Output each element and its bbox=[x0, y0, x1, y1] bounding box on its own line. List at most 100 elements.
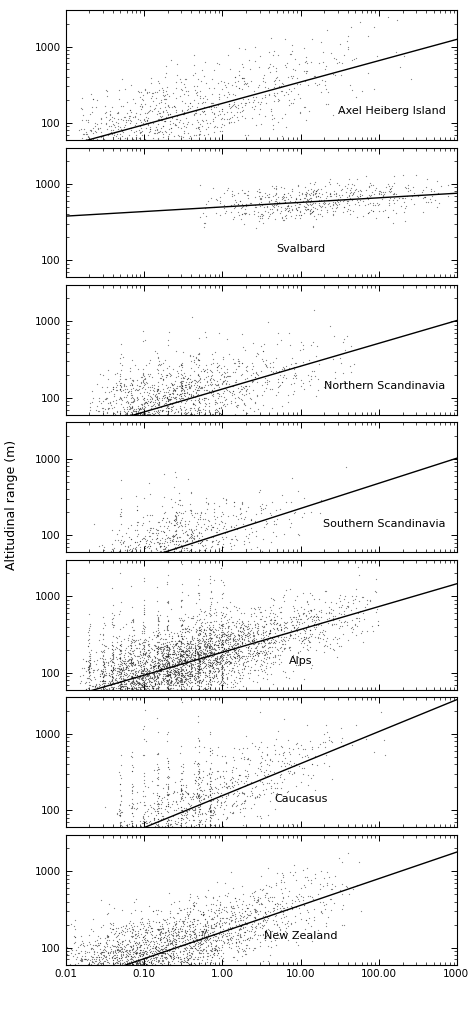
Point bbox=[91, 932, 99, 948]
Point bbox=[117, 770, 125, 786]
Point bbox=[137, 666, 144, 682]
Point bbox=[136, 941, 144, 957]
Point bbox=[186, 649, 194, 666]
Point bbox=[201, 390, 209, 406]
Point bbox=[261, 634, 268, 650]
Point bbox=[217, 654, 224, 671]
Point bbox=[276, 903, 284, 919]
Point bbox=[195, 814, 203, 830]
Point bbox=[157, 523, 165, 539]
Point bbox=[220, 185, 227, 201]
Point bbox=[299, 193, 306, 209]
Point bbox=[189, 648, 196, 665]
Point bbox=[79, 934, 87, 950]
Point bbox=[132, 933, 139, 949]
Point bbox=[116, 381, 124, 397]
Point bbox=[121, 676, 129, 692]
Point bbox=[235, 626, 243, 642]
Point bbox=[235, 352, 243, 369]
Point bbox=[233, 638, 241, 654]
Point bbox=[221, 748, 228, 765]
Point bbox=[100, 367, 107, 383]
Point bbox=[282, 371, 289, 387]
Point bbox=[215, 677, 223, 693]
Point bbox=[305, 374, 313, 390]
Point bbox=[128, 675, 136, 691]
Point bbox=[256, 808, 264, 824]
Point bbox=[189, 916, 197, 932]
Point bbox=[145, 665, 152, 681]
Point bbox=[242, 924, 249, 940]
Point bbox=[158, 643, 165, 660]
Point bbox=[184, 819, 192, 835]
Point bbox=[235, 767, 242, 783]
Point bbox=[183, 954, 191, 971]
Point bbox=[209, 590, 216, 606]
Point bbox=[186, 633, 194, 649]
Point bbox=[331, 869, 339, 885]
Point bbox=[198, 806, 206, 822]
Point bbox=[143, 675, 150, 691]
Point bbox=[119, 955, 126, 972]
Point bbox=[218, 673, 225, 689]
Point bbox=[209, 924, 217, 940]
Point bbox=[302, 629, 310, 645]
Point bbox=[154, 611, 162, 627]
Point bbox=[159, 112, 166, 128]
Point bbox=[218, 789, 225, 805]
Point bbox=[139, 666, 147, 682]
Point bbox=[246, 391, 253, 407]
Point bbox=[217, 660, 225, 676]
Point bbox=[189, 628, 196, 644]
Point bbox=[235, 630, 242, 646]
Point bbox=[357, 183, 365, 199]
Point bbox=[112, 662, 119, 678]
Point bbox=[204, 919, 212, 935]
Point bbox=[165, 786, 172, 802]
Point bbox=[133, 639, 140, 655]
Point bbox=[142, 681, 149, 697]
Point bbox=[149, 650, 156, 667]
Point bbox=[96, 954, 104, 971]
Point bbox=[258, 608, 266, 624]
Point bbox=[142, 539, 149, 556]
Point bbox=[177, 781, 185, 797]
Point bbox=[238, 108, 246, 124]
Point bbox=[164, 953, 172, 970]
Point bbox=[206, 925, 214, 941]
Point bbox=[311, 368, 319, 384]
Point bbox=[207, 630, 215, 646]
Point bbox=[226, 780, 234, 796]
Point bbox=[205, 605, 213, 621]
Point bbox=[219, 624, 227, 640]
Point bbox=[148, 945, 156, 962]
Point bbox=[263, 646, 270, 663]
Point bbox=[156, 666, 163, 682]
Point bbox=[100, 539, 108, 556]
Point bbox=[361, 599, 368, 615]
Point bbox=[166, 387, 173, 403]
Point bbox=[102, 82, 109, 98]
Point bbox=[185, 513, 192, 529]
Point bbox=[176, 358, 183, 374]
Point bbox=[147, 542, 154, 559]
Point bbox=[109, 610, 117, 626]
Point bbox=[182, 783, 189, 799]
Point bbox=[180, 647, 187, 664]
Point bbox=[263, 768, 271, 784]
Point bbox=[356, 188, 363, 204]
Point bbox=[219, 626, 226, 642]
Point bbox=[188, 309, 195, 325]
Point bbox=[153, 667, 161, 683]
Point bbox=[201, 625, 208, 641]
Point bbox=[184, 622, 192, 638]
Point bbox=[202, 924, 209, 940]
Point bbox=[219, 616, 227, 632]
Point bbox=[213, 674, 221, 690]
Point bbox=[133, 666, 140, 682]
Point bbox=[186, 95, 194, 111]
Point bbox=[187, 656, 194, 673]
Point bbox=[263, 497, 270, 513]
Point bbox=[175, 378, 182, 394]
Point bbox=[239, 744, 246, 761]
